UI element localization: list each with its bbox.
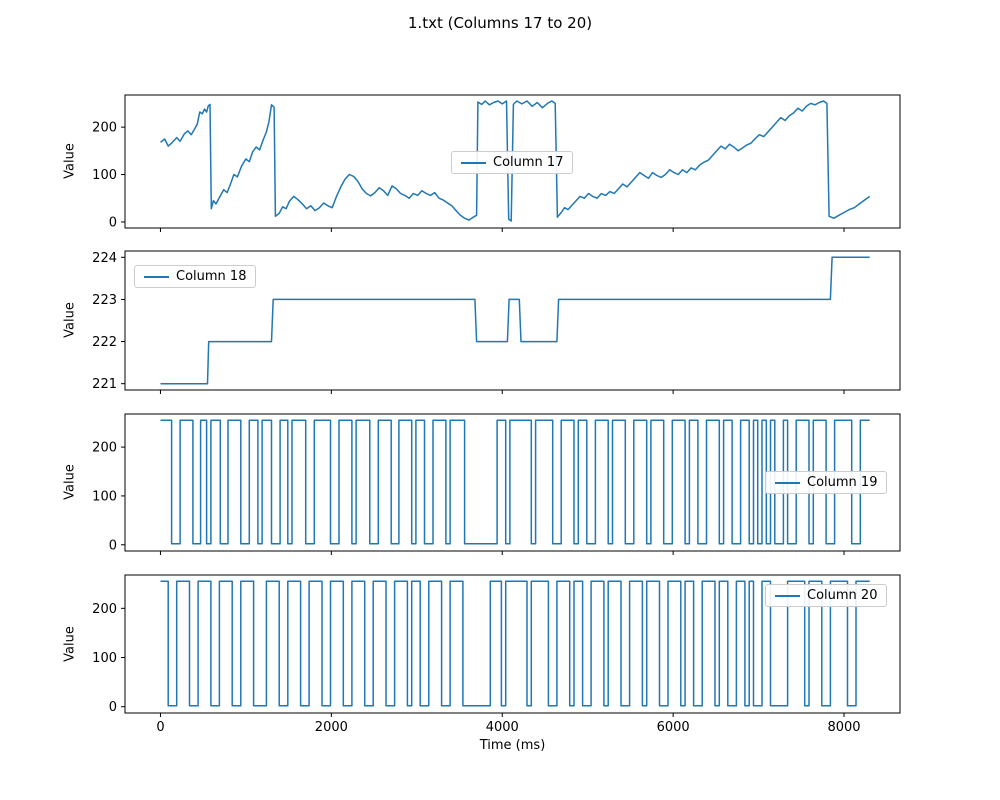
legend-label: Column 18 — [176, 269, 247, 284]
legend-line-sample — [775, 481, 800, 484]
legend-label: Column 17 — [493, 155, 564, 170]
y-tick-label: 0 — [109, 700, 117, 715]
legend-column-18: Column 18 — [134, 265, 257, 288]
x-axis-label: Time (ms) — [479, 738, 546, 753]
x-tick-label: 0 — [156, 720, 164, 735]
y-tick-label: 200 — [92, 441, 117, 456]
x-tick-label: 2000 — [315, 720, 348, 735]
y-tick-label: 100 — [92, 489, 117, 504]
y-tick-label: 221 — [92, 377, 117, 392]
y-axis-label: Value — [62, 626, 78, 662]
legend-line-sample — [144, 275, 169, 278]
y-tick-label: 223 — [92, 293, 117, 308]
x-tick-label: 4000 — [486, 720, 519, 735]
axes-frame — [124, 574, 901, 714]
legend-label: Column 20 — [807, 588, 878, 603]
legend-column-19: Column 19 — [765, 471, 888, 494]
y-tick-label: 200 — [92, 602, 117, 617]
y-tick-label: 224 — [92, 251, 117, 266]
y-tick-label: 0 — [109, 215, 117, 230]
x-tick-label: 8000 — [827, 720, 860, 735]
y-tick-label: 0 — [109, 538, 117, 553]
y-axis-label: Value — [62, 302, 78, 338]
legend-line-sample — [461, 161, 486, 164]
legend-line-sample — [775, 594, 800, 597]
series-line-column-18 — [160, 256, 870, 385]
legend-column-17: Column 17 — [451, 151, 574, 174]
legend-label: Column 19 — [807, 475, 878, 490]
y-axis-label: Value — [62, 464, 78, 500]
series-line-column-19 — [160, 419, 870, 545]
y-axis-label: Value — [62, 143, 78, 179]
axes-frame — [124, 250, 901, 391]
legend-column-20: Column 20 — [765, 584, 888, 607]
y-tick-label: 100 — [92, 168, 117, 183]
figure-title: 1.txt (Columns 17 to 20) — [407, 14, 593, 32]
series-line-column-17 — [160, 100, 871, 222]
x-tick-label: 6000 — [657, 720, 690, 735]
y-tick-label: 200 — [92, 121, 117, 136]
y-tick-label: 100 — [92, 651, 117, 666]
axes-frame — [124, 94, 901, 229]
axes-frame — [124, 413, 901, 552]
series-line-column-20 — [160, 580, 870, 707]
y-tick-label: 222 — [92, 335, 117, 350]
